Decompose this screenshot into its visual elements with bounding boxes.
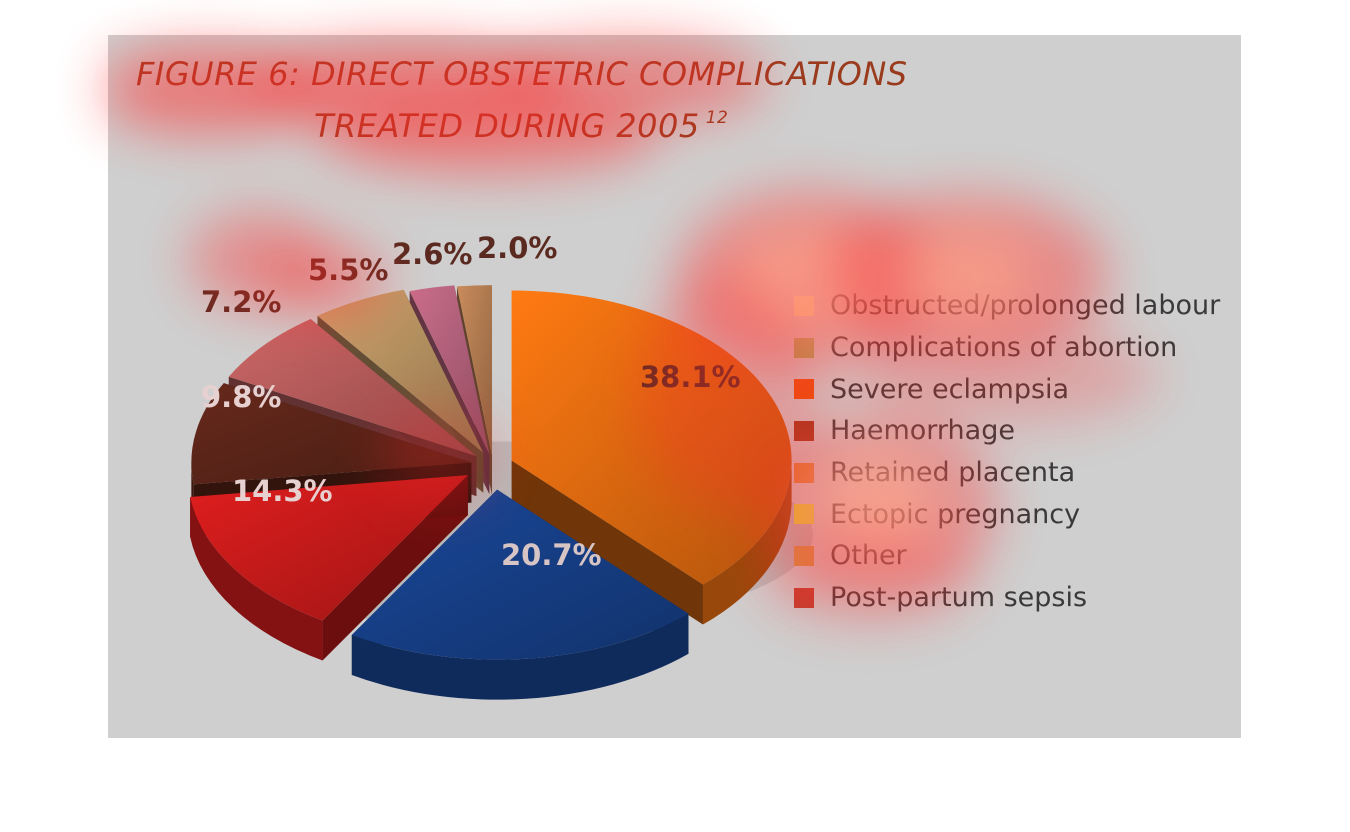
chart-panel: FIGURE 6: DIRECT OBSTETRIC COMPLICATIONS… bbox=[108, 35, 1241, 738]
slice-value-label-1: 38.1% bbox=[640, 360, 741, 394]
legend-label: Severe eclampsia bbox=[830, 373, 1070, 405]
slice-value-label-3: 14.3% bbox=[232, 474, 333, 508]
legend-label: Post-partum sepsis bbox=[830, 582, 1088, 614]
title-footnote-ref: 12 bbox=[705, 108, 729, 128]
legend-swatch bbox=[794, 545, 814, 566]
legend-label: Ectopic pregnancy bbox=[830, 498, 1081, 530]
pie-slice-1 bbox=[511, 290, 792, 625]
legend-label: Retained placenta bbox=[830, 457, 1076, 489]
legend-swatch bbox=[794, 420, 814, 441]
legend-label: Obstructed/prolonged labour bbox=[830, 290, 1221, 322]
legend-item: Haemorrhage bbox=[794, 410, 1220, 452]
slice-value-label-8: 2.0% bbox=[477, 231, 557, 265]
pie-slice-2 bbox=[351, 489, 689, 700]
legend-item: Other bbox=[794, 535, 1220, 577]
legend-item: Obstructed/prolonged labour bbox=[794, 285, 1220, 327]
legend-swatch bbox=[794, 337, 814, 358]
legend-item: Ectopic pregnancy bbox=[794, 493, 1220, 535]
pie-slice-3 bbox=[190, 475, 468, 661]
legend-swatch bbox=[794, 504, 814, 525]
legend-item: Post-partum sepsis bbox=[794, 577, 1220, 619]
chart-legend: Obstructed/prolonged labour Complications… bbox=[794, 285, 1220, 619]
slice-value-label-5: 7.2% bbox=[201, 285, 281, 319]
legend-label: Haemorrhage bbox=[830, 415, 1015, 447]
legend-label: Complications of abortion bbox=[830, 332, 1178, 364]
legend-swatch bbox=[794, 462, 814, 483]
legend-swatch bbox=[794, 587, 814, 608]
legend-item: Severe eclampsia bbox=[794, 368, 1220, 410]
slice-value-label-7: 2.6% bbox=[392, 237, 472, 271]
slice-value-label-6: 5.5% bbox=[308, 253, 388, 287]
legend-item: Retained placenta bbox=[794, 452, 1220, 494]
slice-value-label-2: 20.7% bbox=[501, 538, 602, 572]
legend-swatch bbox=[794, 379, 814, 400]
slice-value-label-4: 9.8% bbox=[201, 380, 281, 414]
legend-label: Other bbox=[830, 540, 907, 572]
legend-item: Complications of abortion bbox=[794, 327, 1220, 369]
pie-chart: 38.1% 20.7% 14.3% 9.8% 7.2% 5.5% 2.6% 2.0% bbox=[190, 231, 813, 700]
legend-swatch bbox=[794, 295, 814, 316]
